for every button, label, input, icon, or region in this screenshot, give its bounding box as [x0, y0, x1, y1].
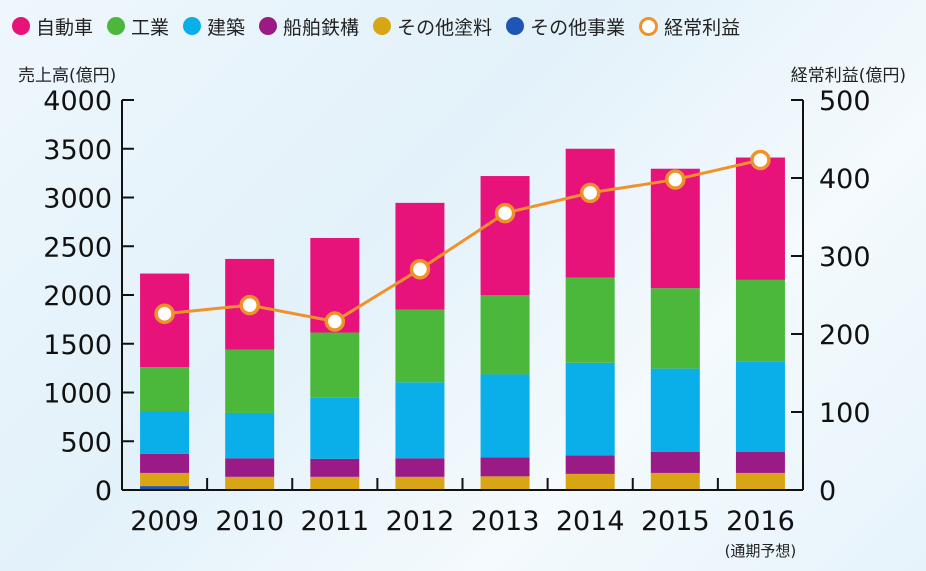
x-tick-label: 2013	[471, 506, 540, 537]
profit-point	[154, 303, 175, 324]
y-tick-label-right: 400	[819, 164, 871, 195]
bar-segment	[650, 451, 700, 473]
profit-point	[665, 169, 686, 190]
legend-item: その他事業	[506, 13, 625, 40]
bar-segment	[395, 309, 445, 383]
bar-segment	[735, 451, 785, 473]
legend-line-marker	[639, 16, 659, 36]
bar-segment	[565, 277, 615, 363]
legend-item: 自動車	[12, 13, 93, 40]
legend-label: その他事業	[530, 16, 626, 39]
bar-segment	[395, 458, 445, 477]
y-tick-label-left: 0	[95, 476, 112, 507]
legend-label: 船舶鉄構	[283, 16, 360, 39]
x-tick-label: 2014	[556, 506, 625, 537]
legend-item: 船舶鉄構	[259, 13, 359, 40]
bar-segment	[225, 412, 275, 459]
legend-swatch	[12, 17, 30, 35]
x-tick-label: 2012	[386, 506, 455, 537]
category-note: (通期予想)	[725, 542, 797, 560]
y-tick-label-left: 3000	[43, 184, 112, 215]
y-tick-label-left: 2500	[43, 232, 112, 263]
legend-label: 工業	[131, 16, 170, 39]
bar-segment	[480, 295, 530, 375]
legend-label: 自動車	[36, 16, 94, 39]
x-tick-label: 2010	[215, 506, 284, 537]
bar-segment	[140, 472, 190, 487]
bar-segment	[310, 332, 360, 398]
profit-point	[494, 202, 516, 224]
x-tick-label: 2016	[726, 506, 795, 537]
x-tick-label: 2015	[641, 506, 710, 537]
profit-point	[324, 311, 346, 332]
profit-point	[409, 259, 431, 280]
bar-segment	[650, 472, 700, 490]
bar-segment	[395, 382, 445, 459]
y-tick-label-left: 1500	[43, 330, 112, 361]
bar-segment	[480, 374, 530, 458]
bar-segment	[310, 397, 360, 459]
x-tick-label: 2011	[300, 506, 369, 537]
bar-segment	[735, 279, 785, 362]
bar-segment	[565, 362, 615, 456]
legend-swatch	[183, 17, 202, 35]
y-tick-label-right: 300	[819, 242, 871, 273]
y-tick-label-right: 0	[819, 476, 836, 507]
legend-label: 建築	[207, 16, 246, 39]
bar-segment	[395, 202, 445, 310]
bar-segment	[735, 157, 785, 280]
bar-segment	[225, 476, 275, 490]
bar-segment	[225, 458, 275, 477]
y-tick-label-right: 500	[819, 86, 871, 117]
bar-segment	[310, 458, 360, 477]
bar-segment	[565, 473, 615, 490]
bar-segment	[480, 176, 530, 295]
y-axis-title-right: 経常利益(億円)	[790, 66, 906, 86]
bar-segment	[140, 453, 190, 473]
y-tick-label-left: 2000	[43, 281, 112, 312]
y-axis-title-left: 売上高(億円)	[18, 66, 117, 86]
bar-segment	[140, 367, 190, 412]
bar-segment	[395, 476, 445, 490]
bar-segment	[650, 288, 700, 369]
y-tick-label-left: 4000	[43, 86, 112, 117]
chart-legend: 自動車 工業 建築 船舶鉄構 その他塗料 その他事業 経常利益	[12, 8, 740, 44]
bar-segment	[735, 361, 785, 452]
profit-point	[750, 149, 771, 171]
legend-item: 建築	[183, 13, 245, 40]
bar-segment	[735, 472, 785, 490]
legend-swatch	[107, 17, 126, 35]
y-tick-label-left: 500	[60, 427, 112, 458]
y-tick-label-left: 1000	[43, 379, 112, 410]
bar-segment	[225, 349, 275, 413]
bar-segment	[565, 148, 615, 278]
legend-swatch	[373, 17, 392, 35]
bar-segment	[565, 455, 615, 474]
y-tick-label-right: 200	[819, 320, 871, 351]
x-tick-label: 2009	[130, 506, 199, 537]
y-tick-label-left: 3500	[43, 135, 112, 166]
bar-segment	[140, 411, 190, 454]
bar-segment	[140, 486, 190, 490]
legend-item: 工業	[107, 13, 169, 40]
bar-segment	[480, 476, 530, 490]
legend-item: 経常利益	[639, 13, 740, 40]
legend-swatch	[259, 17, 278, 35]
legend-swatch	[506, 17, 525, 35]
legend-label: その他塗料	[397, 16, 493, 39]
legend-item: その他塗料	[373, 13, 492, 40]
bar-segment	[310, 476, 360, 490]
bar-segment	[480, 457, 530, 477]
legend-label: 経常利益	[664, 16, 741, 39]
y-tick-label-right: 100	[819, 398, 871, 429]
profit-point	[579, 182, 601, 204]
bar-segment	[650, 368, 700, 452]
profit-point	[239, 294, 260, 316]
profit-line	[164, 158, 761, 324]
